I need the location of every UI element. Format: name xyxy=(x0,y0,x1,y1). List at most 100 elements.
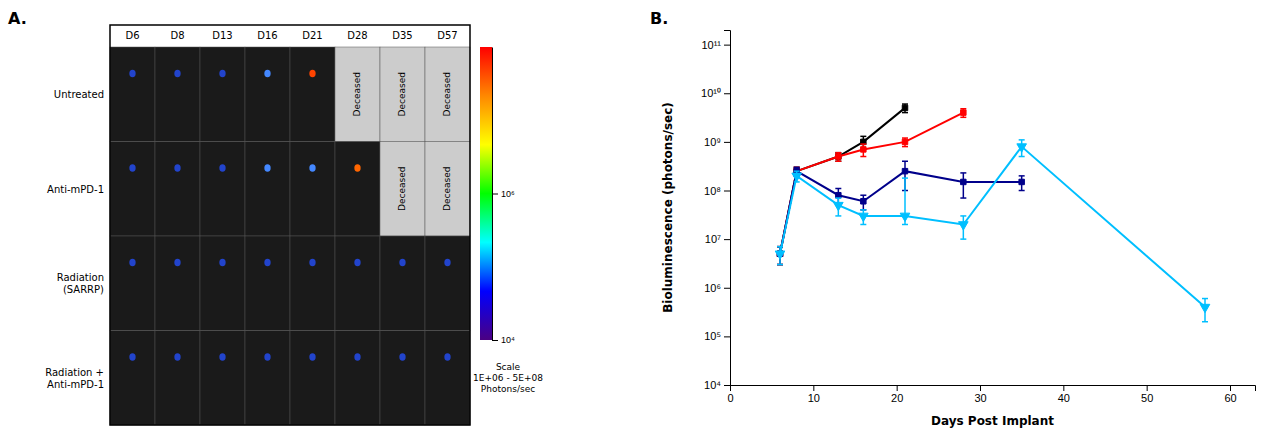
error-bar-cap xyxy=(777,246,783,248)
series xyxy=(777,109,966,265)
marker xyxy=(961,179,966,184)
error-bar-cap xyxy=(902,146,908,148)
error-bar xyxy=(902,138,908,147)
y-tick: 10⁵ xyxy=(704,330,730,342)
column-header: D6 xyxy=(125,30,139,41)
x-tick-label: 0 xyxy=(727,392,733,404)
series-line xyxy=(780,108,905,254)
error-bar-cap xyxy=(835,188,841,190)
error-bar xyxy=(860,144,866,156)
x-axis: 0102030405060 xyxy=(727,385,1255,404)
cell-label: Deceased xyxy=(352,72,362,116)
cell xyxy=(380,331,425,426)
error-bar-cap xyxy=(777,246,783,248)
y-tick: 10⁸ xyxy=(704,185,730,197)
error-bar xyxy=(960,109,966,118)
error-bar-cap xyxy=(835,160,841,162)
error-bar-cap xyxy=(777,246,783,248)
row-label: Untreated xyxy=(54,89,104,100)
y-tick: 10¹¹ xyxy=(701,39,730,51)
signal xyxy=(219,164,225,172)
cell xyxy=(110,47,155,142)
signal xyxy=(219,70,225,78)
error-bar xyxy=(960,173,966,198)
cell xyxy=(425,142,470,237)
cell xyxy=(200,236,245,331)
y-tick-label: 10⁸ xyxy=(704,185,721,197)
x-tick-label: 50 xyxy=(1141,392,1153,404)
x-tick: 40 xyxy=(1058,385,1070,404)
y-tick-label: 10⁹ xyxy=(704,136,721,148)
panel-a: A.D6D8D13D16D21D28D35D57UntreatedDecease… xyxy=(8,9,543,425)
signal xyxy=(354,164,360,172)
y-tick-label: 10⁷ xyxy=(705,233,721,245)
signal xyxy=(354,353,360,361)
cell xyxy=(335,142,380,237)
signal xyxy=(174,70,180,78)
error-bar-cap xyxy=(835,152,841,154)
cell xyxy=(155,331,200,426)
grid-border xyxy=(110,25,470,425)
error-bar-cap xyxy=(960,108,966,110)
error-bar-cap xyxy=(960,172,966,174)
y-tick-label: 10⁴ xyxy=(704,379,721,391)
signal xyxy=(174,259,180,267)
panel-label: B. xyxy=(650,9,668,28)
cell-label: Deceased xyxy=(442,72,452,116)
signal xyxy=(399,259,405,267)
cell xyxy=(425,331,470,426)
error-bar-cap xyxy=(835,215,841,217)
error-bar-cap xyxy=(777,264,783,266)
cell xyxy=(335,331,380,426)
column-header: D8 xyxy=(170,30,184,41)
error-bar-cap xyxy=(860,224,866,226)
y-tick: 10⁴ xyxy=(704,379,730,391)
marker xyxy=(861,139,866,144)
x-tick-mark xyxy=(813,385,814,391)
signal xyxy=(264,353,270,361)
error-bar-cap xyxy=(1019,175,1025,177)
marker xyxy=(834,202,844,210)
signal xyxy=(399,353,405,361)
error-bar-cap xyxy=(902,160,908,162)
cell-label: Deceased xyxy=(397,72,407,116)
column-header: D35 xyxy=(392,30,412,41)
y-tick: 10¹⁰ xyxy=(701,87,730,99)
signal xyxy=(174,353,180,361)
cell xyxy=(380,142,425,237)
colorbar-tick-mark xyxy=(492,340,498,341)
cell xyxy=(290,236,335,331)
signal xyxy=(129,259,135,267)
error-bar-cap xyxy=(794,167,800,169)
error-bar-cap xyxy=(777,246,783,248)
colorbar-tick-label: 10⁶ xyxy=(501,189,515,199)
row-label: Anti-mPD-1 xyxy=(47,184,104,195)
error-bar-cap xyxy=(777,264,783,266)
error-bar-cap xyxy=(860,136,866,138)
signal xyxy=(129,164,135,172)
x-tick-label: 60 xyxy=(1224,392,1236,404)
marker xyxy=(836,154,841,159)
colorbar-axis: 10⁴10⁶ xyxy=(492,48,515,346)
marker xyxy=(1019,179,1024,184)
error-bar-cap xyxy=(835,197,841,199)
error-bar-cap xyxy=(835,160,841,162)
cell xyxy=(245,331,290,426)
error-bar-cap xyxy=(960,117,966,119)
cell xyxy=(110,236,155,331)
error-bar-cap xyxy=(960,197,966,199)
x-tick-label: 40 xyxy=(1058,392,1070,404)
error-bar-cap xyxy=(1019,156,1025,158)
marker xyxy=(1017,144,1027,152)
y-axis-line xyxy=(724,31,731,386)
column-header: D28 xyxy=(347,30,367,41)
error-bar xyxy=(1019,176,1025,191)
error-bar-cap xyxy=(902,112,908,114)
y-tick: 10⁷ xyxy=(705,233,730,245)
error-bar xyxy=(835,153,841,162)
error-bar-cap xyxy=(902,177,908,179)
error-bar-cap xyxy=(777,264,783,266)
signal xyxy=(444,259,450,267)
marker xyxy=(902,139,907,144)
y-tick-mark xyxy=(724,288,730,289)
